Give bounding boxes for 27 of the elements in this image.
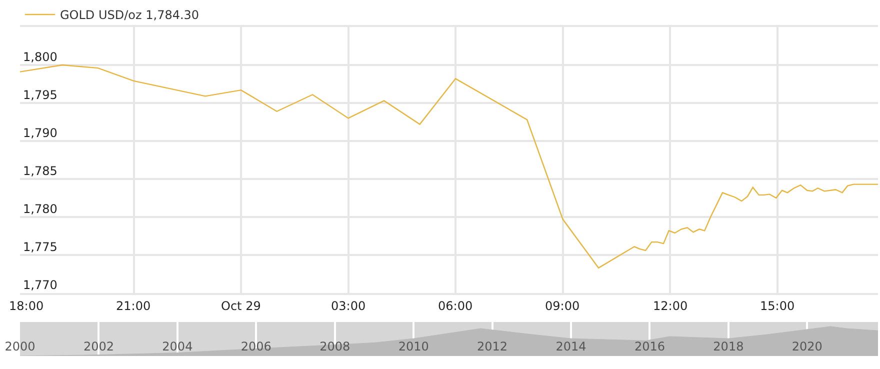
x-tick-label: 21:00 bbox=[116, 299, 151, 313]
x-tick-label: 2000 bbox=[4, 340, 36, 354]
x-tick-label: 18:00 bbox=[9, 299, 44, 313]
y-tick-label: 1,795 bbox=[23, 88, 58, 102]
x-tick-label: 12:00 bbox=[653, 299, 688, 313]
y-tick-label: 1,785 bbox=[23, 164, 58, 178]
x-tick-label: 2020 bbox=[792, 340, 822, 354]
legend-label: GOLD USD/oz 1,784.30 bbox=[60, 8, 200, 22]
y-tick-label: 1,800 bbox=[23, 50, 58, 64]
x-tick-label: 2010 bbox=[398, 340, 429, 354]
x-tick-label: 2014 bbox=[556, 340, 586, 354]
x-tick-label: 2018 bbox=[713, 340, 744, 354]
y-tick-label: 1,775 bbox=[23, 240, 58, 254]
y-tick-label: 1,790 bbox=[23, 126, 58, 140]
x-tick-label: 2008 bbox=[320, 340, 350, 354]
x-tick-label: 03:00 bbox=[331, 299, 366, 313]
x-tick-label: 06:00 bbox=[438, 299, 473, 313]
y-tick-label: 1,780 bbox=[23, 202, 58, 216]
x-tick-label: 2016 bbox=[634, 340, 665, 354]
x-tick-label: 09:00 bbox=[545, 299, 580, 313]
x-tick-label: 2002 bbox=[83, 340, 114, 354]
x-tick-label: 2012 bbox=[477, 340, 508, 354]
y-tick-label: 1,770 bbox=[23, 278, 58, 292]
x-tick-label: 2006 bbox=[240, 340, 272, 354]
x-tick-label: Oct 29 bbox=[221, 299, 261, 313]
x-tick-label: 15:00 bbox=[760, 299, 795, 313]
x-tick-label: 2004 bbox=[162, 340, 193, 354]
